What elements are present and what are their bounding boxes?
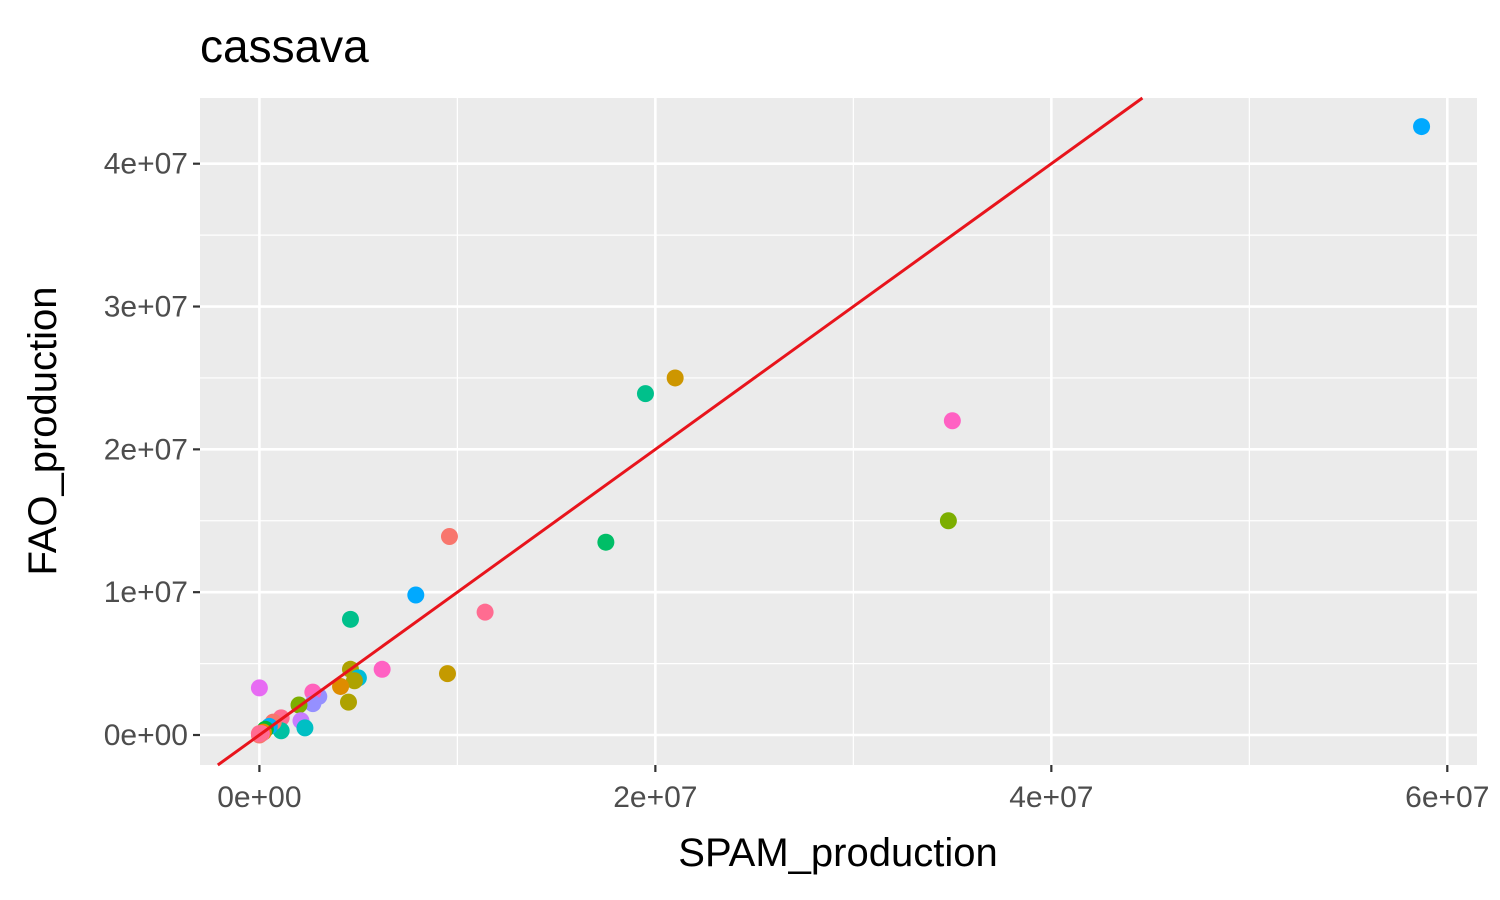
data-points (250, 118, 1431, 744)
data-point (438, 665, 456, 683)
x-tick-label: 4e+07 (1009, 781, 1093, 814)
data-point (373, 660, 391, 678)
data-point (1413, 118, 1431, 136)
data-point (341, 610, 359, 628)
data-point (943, 412, 961, 430)
x-axis-title: SPAM_production (678, 831, 997, 875)
chart-title: cassava (200, 20, 369, 72)
data-point (476, 603, 494, 621)
data-point (339, 693, 357, 711)
reference-line-group (216, 96, 1144, 767)
x-axis: 0e+00 2e+07 4e+07 6e+07 (217, 765, 1489, 814)
y-tick-label: 0e+00 (104, 719, 188, 752)
data-point (636, 385, 654, 403)
data-point (332, 677, 350, 695)
data-point (666, 369, 684, 387)
data-point (440, 527, 458, 545)
data-point (407, 586, 425, 604)
x-tick-label: 2e+07 (613, 781, 697, 814)
reference-line (216, 96, 1144, 767)
minor-gridlines (200, 98, 1477, 765)
data-point (345, 672, 363, 690)
y-axis: 0e+00 1e+07 2e+07 3e+07 4e+07 (104, 148, 200, 752)
y-tick-label: 4e+07 (104, 148, 188, 181)
data-point (597, 533, 615, 551)
plot-panel (200, 98, 1477, 765)
y-tick-label: 2e+07 (104, 433, 188, 466)
major-gridlines (200, 98, 1477, 765)
data-point (296, 719, 314, 737)
y-tick-label: 1e+07 (104, 576, 188, 609)
data-point (939, 512, 957, 530)
data-point (250, 679, 268, 697)
y-axis-title: FAO_production (21, 286, 65, 575)
y-tick-label: 3e+07 (104, 291, 188, 324)
x-tick-label: 0e+00 (217, 781, 301, 814)
x-tick-label: 6e+07 (1405, 781, 1489, 814)
